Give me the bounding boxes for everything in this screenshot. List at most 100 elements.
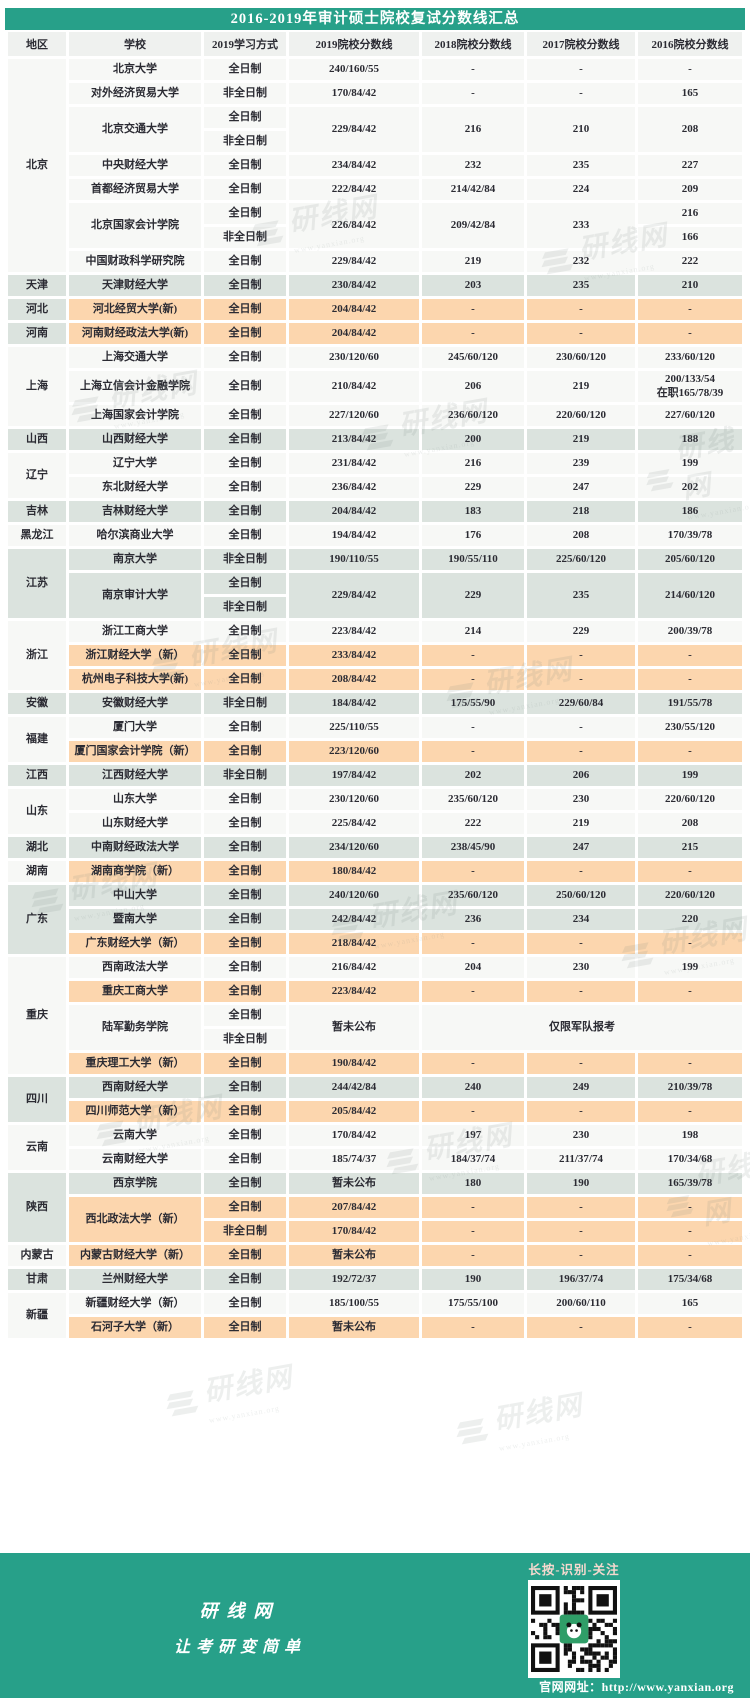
study-mode-cell: 非全日制 (204, 131, 286, 152)
study-mode-cell: 全日制 (204, 956, 286, 978)
table-row: 辽宁 辽宁大学 全日制 231/84/42 216 239 199 (8, 452, 742, 498)
school-cell: 安徽财经大学 (69, 692, 201, 714)
score-cell: 236 (422, 908, 524, 930)
score-cell: 220/60/120 (638, 884, 742, 906)
table-row: 石河子大学（新） 全日制 暂未公布 - - - (8, 1316, 742, 1338)
region-cell: 四川 (8, 1076, 66, 1122)
qr-instruction-label: 长按-识别-关注 (528, 1563, 620, 1577)
score-cell: 242/84/42 (289, 908, 419, 930)
footer: 研线网 让考研变简单 长按-识别-关注 官网网址：http://www.yanx… (0, 1553, 750, 1698)
score-cell: 216/84/42 (289, 956, 419, 978)
score-cell: - (422, 1220, 524, 1242)
table-row: 非全日制 166 (8, 227, 742, 248)
score-cell: 192/72/37 (289, 1268, 419, 1290)
score-cell: 231/84/42 (289, 452, 419, 474)
table-row: 四川 西南财经大学 全日制 244/42/84 240 249 210/39/78 (8, 1076, 742, 1122)
school-cell: 南京大学 (69, 548, 201, 570)
score-cell: - (527, 1220, 635, 1242)
score-cell: 170/84/42 (289, 83, 419, 104)
study-mode-cell: 全日制 (204, 1124, 286, 1146)
study-mode-cell: 全日制 (204, 323, 286, 344)
score-cell: 247 (527, 476, 635, 498)
school-cell: 江西财经大学 (69, 764, 201, 786)
score-cell: 230 (527, 788, 635, 810)
school-cell: 北京大学 (69, 59, 201, 80)
region-cell: 北京 (8, 59, 66, 272)
study-mode-cell: 全日制 (204, 107, 286, 128)
score-cell: 202 (638, 476, 742, 498)
school-cell: 重庆理工大学（新） (69, 1052, 201, 1074)
study-mode-cell: 全日制 (204, 1316, 286, 1338)
table-row: 杭州电子科技大学(新) 全日制 208/84/42- - - (8, 668, 742, 690)
score-cell: 190 (422, 1268, 524, 1290)
school-cell: 西北政法大学（新） (69, 1196, 201, 1242)
score-cell: 205/60/120 (638, 548, 742, 570)
score-cell: - (638, 860, 742, 882)
score-cell: 229 (422, 572, 524, 618)
table-row: 重庆 西南政法大学 全日制 216/84/42 204 230 199 (8, 956, 742, 1074)
table-row: 南京审计大学 全日制 229/84/42 229 235 214/60/120 (8, 572, 742, 618)
score-cell: 229/84/42 (289, 107, 419, 152)
score-cell: 249 (527, 1076, 635, 1098)
merged-note-cell: 仅限军队报考 (422, 1004, 742, 1050)
score-cell: - (422, 1244, 524, 1266)
study-mode-cell: 全日制 (204, 347, 286, 368)
score-cell: 235 (527, 155, 635, 176)
school-cell: 南京审计大学 (69, 572, 201, 618)
school-cell: 重庆工商大学 (69, 980, 201, 1002)
score-cell: 210 (638, 275, 742, 296)
score-cell: 200/133/54 在职165/78/39 (638, 371, 742, 402)
table-row: 山西 山西财经大学 全日制 213/84/42 200 219 188 (8, 428, 742, 450)
table-row: 湖北 中南财经政法大学 全日制 234/120/60 238/45/90 247 215 (8, 836, 742, 858)
score-cell: - (638, 1052, 742, 1074)
table-row: 北京国家会计学院 全日制 226/84/42 209/42/84 233 216 (8, 203, 742, 248)
score-cell: 220 (638, 908, 742, 930)
school-cell: 山东大学 (69, 788, 201, 810)
score-cell: 230 (527, 1124, 635, 1146)
score-cell: - (422, 644, 524, 666)
score-cell: 204/84/42 (289, 299, 419, 320)
score-cell: 240/120/60 (289, 884, 419, 906)
region-cell: 陕西 (8, 1172, 66, 1242)
school-cell: 吉林财经大学 (69, 500, 201, 522)
table-row: 江苏 南京大学 非全日制 190/110/55 190/55/110 225/60/120… (8, 548, 742, 618)
score-cell: - (638, 59, 742, 80)
score-cell: 183 (422, 500, 524, 522)
score-cell: - (638, 323, 742, 344)
score-cell: 225/110/55 (289, 716, 419, 738)
score-cell: 199 (638, 452, 742, 474)
score-cell: 229 (527, 620, 635, 642)
book-stack-icon (456, 1418, 489, 1445)
study-mode-cell: 全日制 (204, 884, 286, 906)
score-cell: - (638, 644, 742, 666)
study-mode-cell: 全日制 (204, 644, 286, 666)
region-cell: 湖南 (8, 860, 66, 882)
study-mode-cell: 全日制 (204, 251, 286, 272)
score-cell: 210/39/78 (638, 1076, 742, 1098)
region-cell: 山西 (8, 428, 66, 450)
region-cell: 上海 (8, 347, 66, 426)
score-cell: 暂未公布 (289, 1172, 419, 1194)
score-cell: - (422, 980, 524, 1002)
score-cell: 239 (527, 452, 635, 474)
score-cell: - (422, 860, 524, 882)
score-table: 地区 学校 2019学习方式 2019院校分数线 2018院校分数线 2017院校分数线 2… (5, 29, 745, 1341)
score-cell: 208 (638, 812, 742, 834)
score-cell: 185/100/55 (289, 1292, 419, 1314)
score-cell: 210/84/42 (289, 371, 419, 402)
table-row: 新疆 新疆财经大学（新） 全日制 185/100/55 175/55/100 200/60… (8, 1292, 742, 1338)
study-mode-cell: 全日制 (204, 980, 286, 1002)
table-row: 河南 河南财经政法大学(新) 全日制 204/84/42- - - (8, 323, 742, 344)
score-cell: 170/84/42 (289, 1124, 419, 1146)
score-cell: - (422, 299, 524, 320)
study-mode-cell: 全日制 (204, 59, 286, 80)
score-cell: 236/60/120 (422, 404, 524, 426)
score-cell: 227/120/60 (289, 404, 419, 426)
score-cell: - (422, 1052, 524, 1074)
score-cell: - (638, 1316, 742, 1338)
study-mode-cell: 全日制 (204, 572, 286, 594)
school-cell: 暨南大学 (69, 908, 201, 930)
school-cell: 陆军勤务学院 (69, 1004, 201, 1050)
score-cell: - (422, 59, 524, 80)
